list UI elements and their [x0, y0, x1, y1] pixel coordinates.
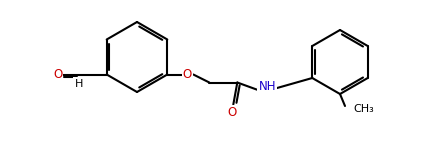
Text: O: O [228, 106, 237, 119]
Text: CH₃: CH₃ [353, 104, 374, 114]
Text: O: O [183, 68, 192, 81]
Text: O: O [53, 68, 62, 81]
Text: NH: NH [258, 80, 276, 93]
Text: H: H [74, 78, 83, 88]
